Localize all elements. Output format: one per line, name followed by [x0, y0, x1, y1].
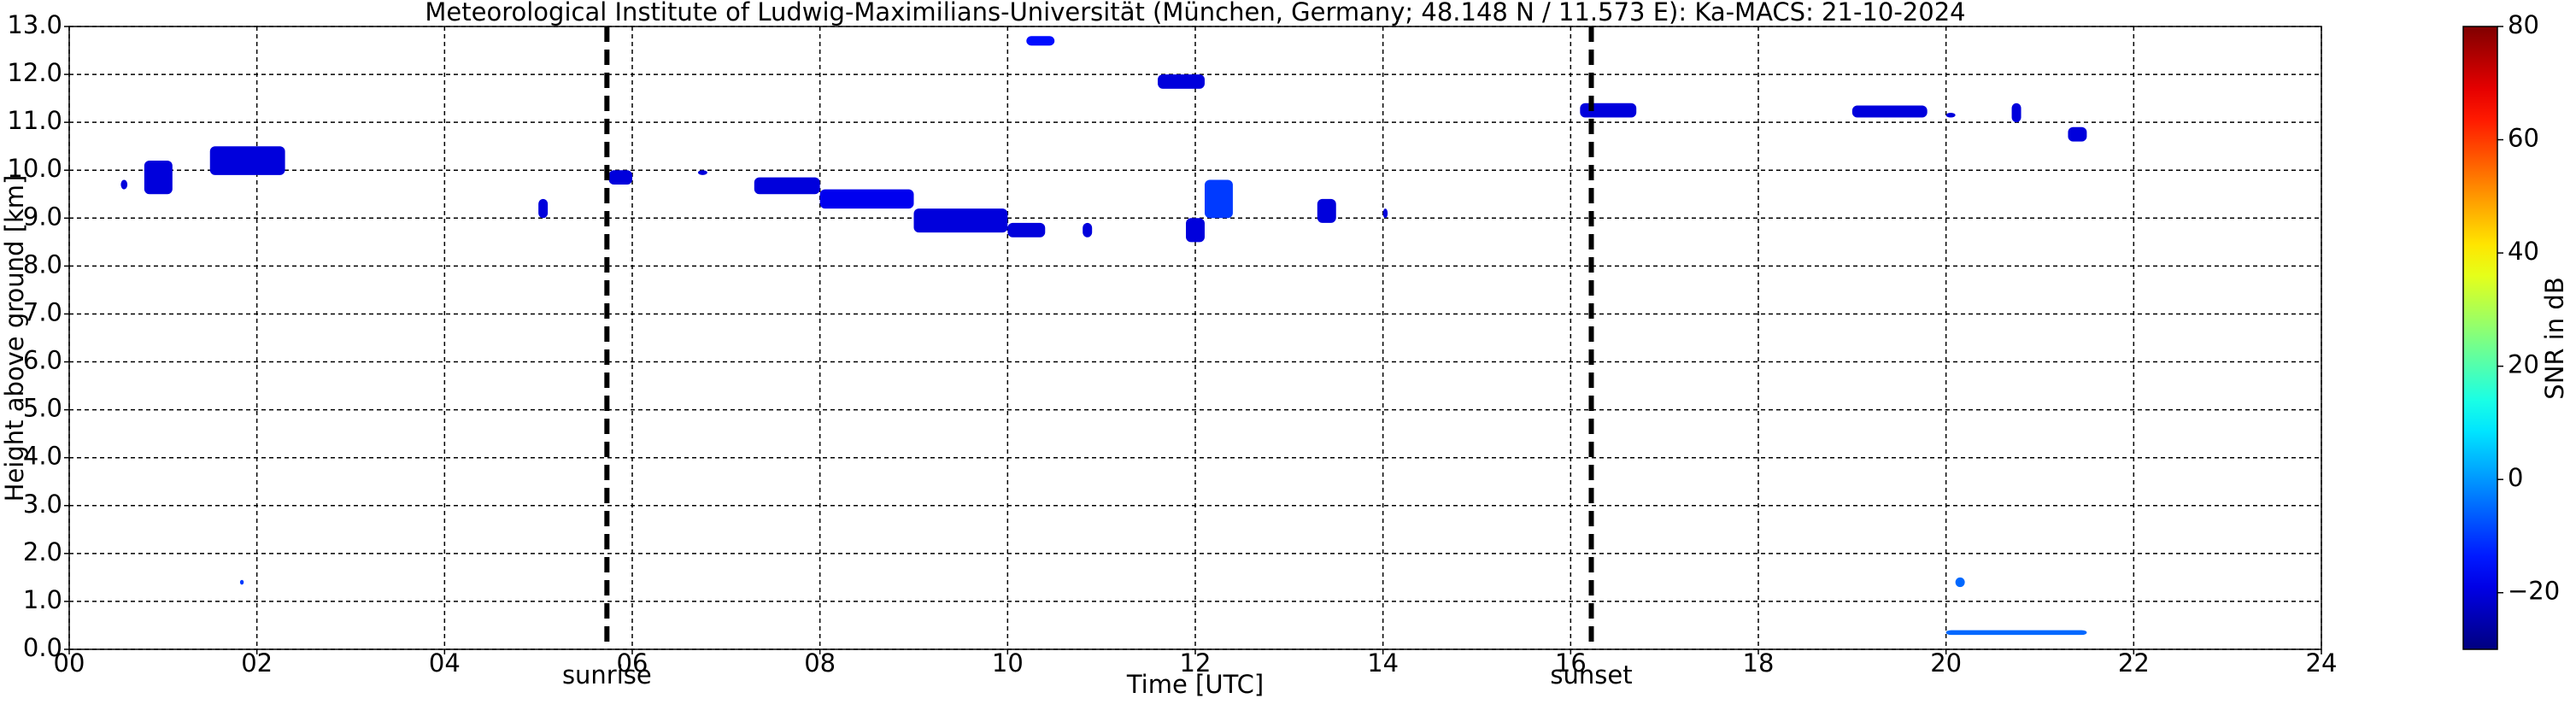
- chart-title: Meteorological Institute of Ludwig-Maxim…: [425, 0, 1965, 26]
- radar-echo: [1580, 103, 1637, 118]
- radar-echo: [913, 208, 1008, 233]
- radar-echo: [1158, 74, 1205, 89]
- colorbar-label: SNR in dB: [2540, 277, 2569, 399]
- radar-echo: [1945, 630, 2087, 636]
- y-tick-label: 6.0: [23, 346, 62, 375]
- radar-echo: [1382, 208, 1388, 219]
- radar-echo: [144, 161, 173, 195]
- radar-echo: [1945, 112, 1956, 118]
- colorbar: [2462, 26, 2498, 650]
- y-tick-label: 2.0: [23, 537, 62, 566]
- radar-echo: [1317, 198, 1336, 223]
- radar-echo: [608, 170, 632, 185]
- event-label: sunset: [1550, 660, 1632, 689]
- y-tick-label: 8.0: [23, 249, 62, 279]
- y-axis-label: Height above ground [km]: [0, 175, 29, 502]
- x-tick-label: 06: [617, 648, 648, 678]
- x-tick-label: 08: [804, 648, 836, 678]
- event-label: sunrise: [562, 660, 652, 689]
- y-tick-label: 1.0: [23, 585, 62, 614]
- radar-echo: [1955, 577, 1965, 588]
- radar-echo: [697, 170, 707, 175]
- colorbar-tick-label: 40: [2508, 237, 2539, 266]
- x-tick-label: 10: [992, 648, 1024, 678]
- x-tick-label: 02: [241, 648, 273, 678]
- x-tick-label: 20: [1930, 648, 1962, 678]
- radar-echo: [538, 198, 549, 219]
- x-tick-label: 04: [429, 648, 461, 678]
- radar-echo: [2068, 126, 2087, 142]
- radar-echo: [1026, 36, 1055, 46]
- radar-echo: [209, 146, 285, 175]
- y-tick-label: 13.0: [7, 10, 62, 39]
- colorbar-tick-label: −20: [2508, 577, 2560, 606]
- radar-echo: [1186, 218, 1205, 243]
- y-tick-label: 7.0: [23, 297, 62, 326]
- y-tick-label: 12.0: [7, 58, 62, 87]
- radar-echo: [120, 179, 128, 190]
- x-axis-label: Time [UTC]: [1126, 670, 1264, 699]
- radar-echo: [819, 189, 914, 209]
- plot-frame: [68, 26, 2322, 650]
- y-tick-label: 9.0: [23, 202, 62, 231]
- radar-echo: [239, 579, 244, 585]
- x-tick-label: 16: [1555, 648, 1587, 678]
- y-tick-label: 5.0: [23, 394, 62, 423]
- y-tick-label: 4.0: [23, 442, 62, 471]
- x-tick-label: 22: [2118, 648, 2150, 678]
- y-tick-label: 3.0: [23, 490, 62, 519]
- y-tick-label: 11.0: [7, 106, 62, 135]
- x-tick-label: 00: [54, 648, 85, 678]
- radar-echo: [1204, 179, 1233, 219]
- colorbar-tick-label: 20: [2508, 350, 2539, 379]
- radar-echo: [1851, 105, 1928, 118]
- colorbar-tick-label: 60: [2508, 124, 2539, 153]
- x-tick-label: 18: [1743, 648, 1775, 678]
- x-tick-label: 24: [2306, 648, 2338, 678]
- colorbar-tick-label: 0: [2508, 463, 2523, 492]
- radar-echo: [1083, 222, 1093, 238]
- x-tick-label: 12: [1180, 648, 1212, 678]
- x-tick-label: 14: [1367, 648, 1399, 678]
- y-tick-label: 0.0: [23, 633, 62, 662]
- colorbar-tick-label: 80: [2508, 10, 2539, 39]
- radar-echo: [2011, 103, 2021, 123]
- radar-echo: [1007, 222, 1046, 238]
- radar-echo: [754, 177, 820, 195]
- y-tick-label: 10.0: [7, 154, 62, 183]
